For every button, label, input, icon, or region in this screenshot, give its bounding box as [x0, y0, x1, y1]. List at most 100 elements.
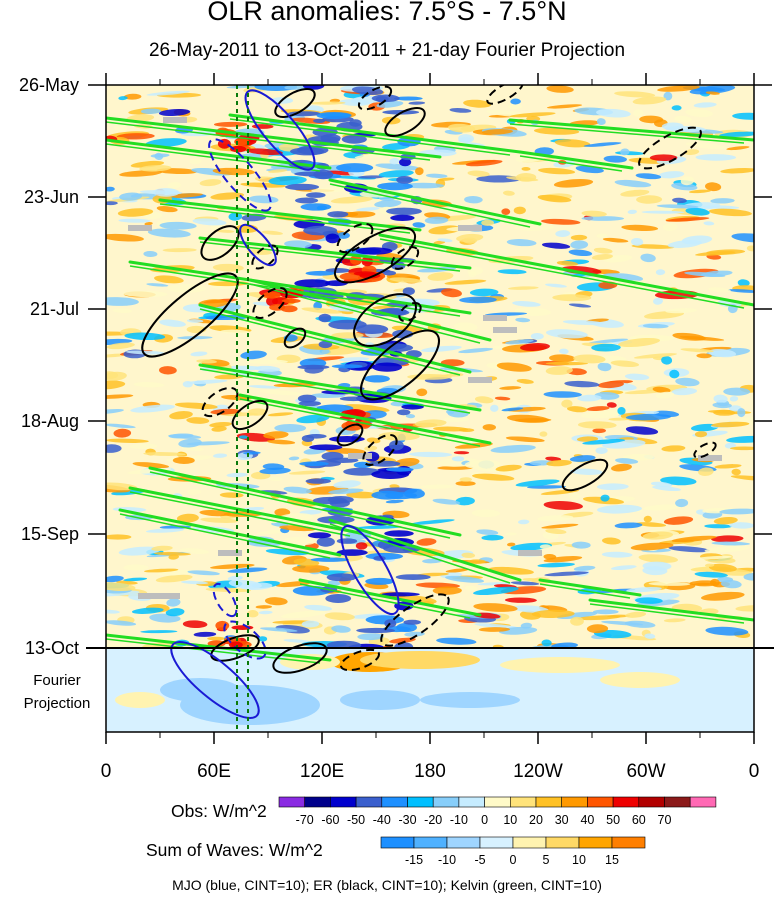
obs-anomaly-cell: [531, 609, 575, 619]
obs-anomaly-cell: [226, 472, 248, 478]
obs-anomaly-cell: [627, 209, 637, 215]
obs-anomaly-cell: [636, 522, 667, 527]
obs-anomaly-cell: [209, 563, 255, 569]
obs-anomaly-cell: [570, 234, 588, 241]
obs-anomaly-cell: [713, 394, 728, 404]
obs-anomaly-cell: [556, 260, 578, 266]
obs-anomaly-cell: [449, 108, 472, 113]
y-tick-label: 23-Jun: [24, 187, 79, 207]
obs-anomaly-cell: [573, 354, 606, 364]
obs-anomaly-cell: [505, 339, 534, 345]
obs-colorbar-tick: -50: [347, 813, 365, 827]
obs-anomaly-cell: [680, 348, 714, 353]
obs-anomaly-cell: [710, 578, 720, 587]
obs-anomaly-cell: [661, 445, 686, 452]
obs-anomaly-cell: [499, 386, 522, 390]
kelvin-contour: [508, 118, 754, 142]
obs-anomaly-cell: [432, 586, 462, 595]
obs-colorbar-tick: -70: [296, 813, 314, 827]
obs-anomaly-cell: [327, 580, 341, 586]
obs-anomaly-cell: [614, 91, 656, 98]
obs-anomaly-cell: [505, 436, 545, 443]
obs-anomaly-cell: [545, 528, 567, 535]
obs-anomaly-cell: [568, 249, 593, 257]
obs-anomaly-cell: [394, 458, 420, 467]
obs-anomaly-cell: [378, 170, 414, 178]
obs-anomaly-cell: [506, 414, 549, 423]
obs-anomaly-cell: [455, 480, 476, 487]
obs-anomaly-cell: [359, 188, 406, 198]
obs-anomaly-cell: [650, 481, 673, 488]
obs-anomaly-cell: [546, 104, 583, 109]
obs-anomaly-cell: [339, 396, 367, 402]
obs-anomaly-cell: [159, 525, 192, 530]
obs-anomaly-cell: [419, 484, 455, 489]
obs-anomaly-cell: [658, 171, 685, 179]
obs-anomaly-cell: [297, 364, 330, 370]
obs-anomaly-cell: [371, 94, 400, 103]
obs-anomaly-cell: [569, 455, 596, 462]
obs-anomaly-cell: [541, 639, 552, 647]
obs-anomaly-cell: [570, 240, 589, 250]
obs-anomaly-cell: [633, 353, 678, 359]
obs-anomaly-cell: [389, 157, 400, 165]
obs-colorbar-swatch: [407, 796, 434, 808]
obs-anomaly-cell: [366, 437, 381, 444]
obs-anomaly-cell: [648, 581, 691, 586]
obs-anomaly-cell: [129, 443, 158, 450]
obs-anomaly-cell: [371, 469, 410, 479]
obs-anomaly-cell: [437, 465, 474, 470]
obs-anomaly-cell: [545, 456, 562, 462]
obs-anomaly-cell: [544, 571, 589, 577]
projection-anomaly: [600, 672, 680, 688]
obs-anomaly-cell: [207, 636, 226, 641]
obs-anomaly-cell: [116, 133, 155, 140]
obs-anomaly-cell: [467, 170, 490, 177]
obs-anomaly-cell: [268, 169, 288, 173]
obs-anomaly-cell: [553, 179, 594, 188]
kelvin-contour: [379, 238, 745, 309]
obs-colorbar-swatch: [535, 796, 563, 808]
obs-anomaly-cell: [416, 388, 428, 397]
obs-anomaly-cell: [642, 323, 669, 329]
obs-anomaly-cell: [464, 459, 501, 469]
obs-anomaly-cell: [331, 364, 363, 369]
missing-data-box: [163, 117, 187, 123]
kelvin-contour: [128, 260, 472, 315]
obs-anomaly-cell: [633, 109, 644, 117]
obs-anomaly-cell: [537, 562, 575, 568]
obs-anomaly-cell: [143, 250, 158, 258]
obs-anomaly-cell: [705, 182, 722, 192]
obs-anomaly-cell: [339, 99, 371, 106]
obs-anomaly-cell: [467, 559, 486, 565]
obs-anomaly-cell: [393, 96, 423, 101]
obs-anomaly-cell: [561, 266, 602, 275]
obs-anomaly-cell: [505, 532, 517, 536]
waves-colorbar-tick: 10: [572, 853, 586, 867]
obs-anomaly-cell: [704, 524, 733, 529]
obs-anomaly-cell: [328, 488, 364, 495]
obs-colorbar-swatch: [484, 796, 511, 808]
obs-anomaly-cell: [264, 597, 288, 606]
obs-anomaly-cell: [403, 488, 425, 499]
obs-anomaly-cell: [667, 240, 702, 248]
obs-colorbar-swatch: [330, 796, 357, 808]
missing-data-box: [483, 315, 507, 321]
obs-anomaly-cell: [703, 221, 715, 226]
missing-data-box: [698, 455, 722, 461]
obs-anomaly-cell: [581, 216, 625, 221]
obs-anomaly-cell: [210, 192, 245, 200]
obs-colorbar-swatch: [278, 796, 306, 808]
obs-anomaly-cell: [106, 609, 120, 614]
obs-anomaly-cell: [385, 499, 404, 504]
obs-anomaly-cell: [344, 530, 372, 540]
obs-anomaly-cell: [343, 467, 381, 476]
kelvin-contour: [328, 518, 522, 582]
obs-anomaly-cell: [621, 224, 659, 232]
obs-anomaly-cell: [106, 394, 134, 399]
obs-anomaly-cell: [267, 439, 296, 445]
obs-anomaly-cell: [246, 148, 283, 155]
obs-anomaly-cell: [591, 254, 613, 260]
obs-anomaly-cell: [106, 371, 127, 381]
obs-anomaly-cell: [520, 343, 550, 351]
